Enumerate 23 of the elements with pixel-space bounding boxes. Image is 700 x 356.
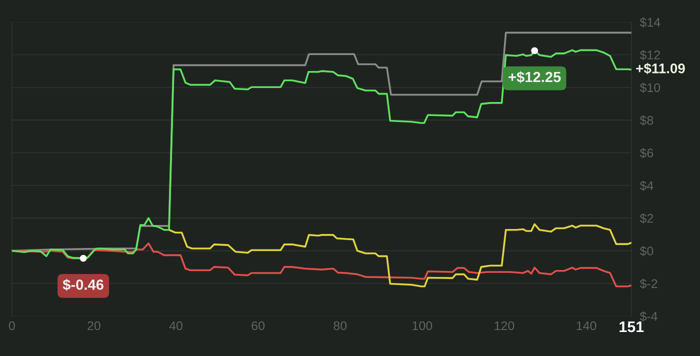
y-tick-label: $14 xyxy=(640,17,660,28)
y-tick-label: $-2 xyxy=(640,278,658,289)
x-tick-label: 60 xyxy=(252,321,265,330)
y-tick-label: $2 xyxy=(640,213,654,224)
annotation: $-0.46 xyxy=(62,278,104,291)
y-tick-label: $8 xyxy=(640,115,654,126)
x-tick-label: 80 xyxy=(334,321,347,330)
x-tick-label: 40 xyxy=(169,321,182,330)
y-tick-label: $12 xyxy=(640,50,660,60)
x-tick-label: 20 xyxy=(88,321,100,330)
x-tick-label: 100 xyxy=(412,321,432,330)
annotation: +$11.09 xyxy=(636,62,685,74)
x-tick-label: 120 xyxy=(494,321,514,330)
y-tick-label: $6 xyxy=(640,148,654,158)
y-tick-label: $4 xyxy=(640,180,654,191)
x-tick-label: 140 xyxy=(576,321,596,330)
x-tick-label: 151 xyxy=(620,322,644,332)
annotation: +$12.25 xyxy=(508,71,561,84)
line-series xyxy=(168,223,632,288)
y-tick-label: $0 xyxy=(640,246,654,256)
x-tick-label: 0 xyxy=(8,321,15,330)
y-tick-label: $-4 xyxy=(640,311,658,322)
y-tick-label: $10 xyxy=(640,82,660,93)
